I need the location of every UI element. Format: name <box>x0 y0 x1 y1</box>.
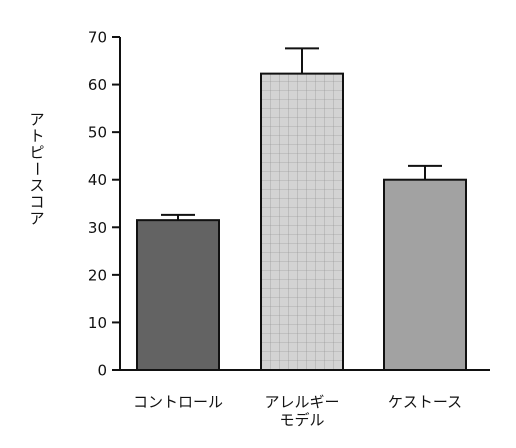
y-axis-label-char: ー <box>28 161 46 176</box>
x-category-label-line: モデル <box>279 411 324 429</box>
y-tick-label: 30 <box>88 219 107 237</box>
y-axis-label-char: コ <box>29 193 44 211</box>
bar <box>260 72 344 371</box>
bars <box>136 47 467 371</box>
y-axis-label-char: ス <box>29 176 44 194</box>
y-axis-label-char: ア <box>29 209 44 227</box>
y-tick-label: 40 <box>88 171 107 189</box>
y-axis-label-char: ピ <box>29 143 44 161</box>
y-tick-label: 10 <box>88 314 107 332</box>
bar <box>136 219 220 371</box>
y-tick-label: 50 <box>88 124 107 142</box>
bar <box>383 178 467 371</box>
y-tick-label: 60 <box>88 76 107 94</box>
x-category-label-line: ケストース <box>388 393 462 411</box>
y-axis-label-char: ト <box>29 127 44 145</box>
y-axis-label-char: ア <box>29 110 44 128</box>
x-category-label: アレルギーモデル <box>264 393 339 429</box>
x-category-label-line: アレルギー <box>264 393 339 411</box>
x-category-label: コントロール <box>133 393 223 411</box>
x-category-label: ケストース <box>388 393 462 411</box>
y-tick-label: 0 <box>97 362 107 380</box>
category-labels: コントロール アレルギーモデル ケストース <box>133 393 462 429</box>
y-tick-label: 20 <box>88 266 107 284</box>
y-tick-label: 70 <box>88 29 107 47</box>
x-category-label-line: コントロール <box>133 393 223 411</box>
